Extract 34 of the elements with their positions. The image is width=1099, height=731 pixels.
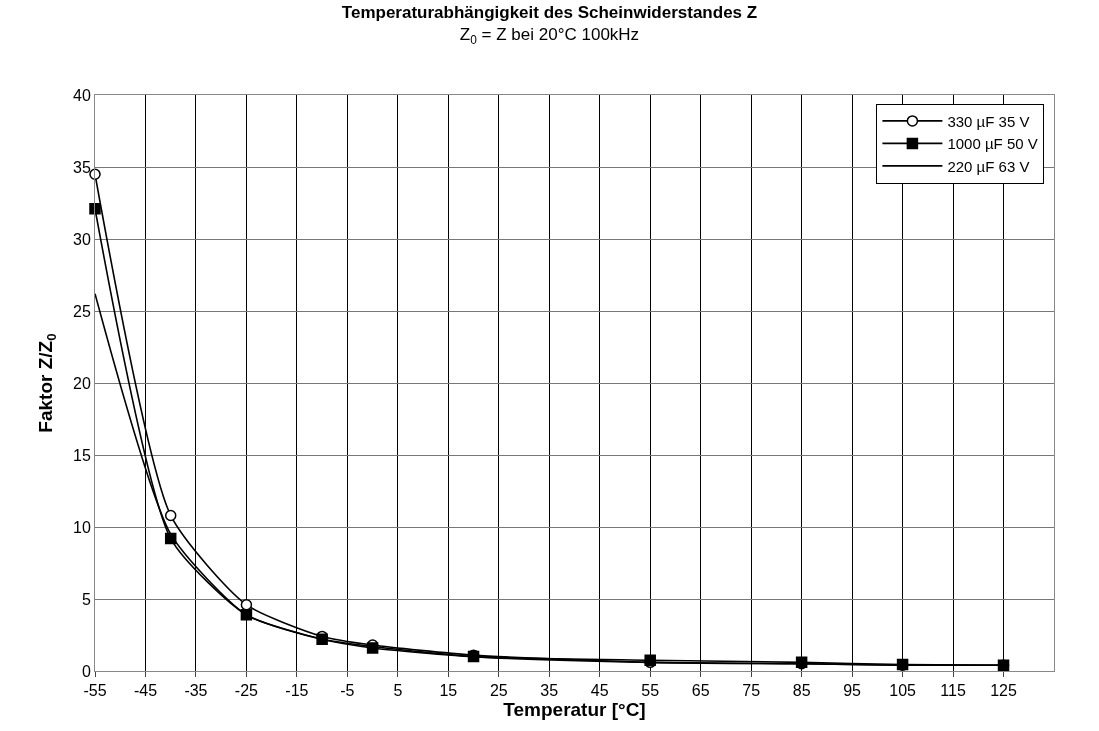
x-tick-label: 105 <box>889 682 917 700</box>
x-tick-label: -35 <box>184 682 208 700</box>
legend-label: 1000 µF 50 V <box>947 135 1038 153</box>
y-tick-label: 0 <box>81 662 91 680</box>
x-tick-label: -55 <box>83 682 107 700</box>
y-tick-label: 30 <box>73 230 91 248</box>
x-tick-label: 75 <box>742 682 761 700</box>
x-tick-label: 125 <box>990 682 1017 700</box>
y-tick-label: 25 <box>73 302 91 320</box>
y-tick-label: 10 <box>73 518 91 536</box>
x-tick-label: -25 <box>234 682 259 700</box>
legend-label: 330 µF 35 V <box>947 112 1030 130</box>
x-tick-label: 45 <box>590 682 609 700</box>
x-tick-label: 95 <box>843 682 862 700</box>
chart-subtitle: Z$_{0}$ = Z bei 20°C 100kHz <box>459 25 640 47</box>
y-tick-label: 40 <box>73 86 91 104</box>
x-tick-label: 65 <box>691 682 710 700</box>
x-tick-label: 25 <box>489 682 508 700</box>
x-axis-title: Temperatur [°C] <box>503 699 646 721</box>
x-tick-label: 85 <box>792 682 811 700</box>
x-tick-label: 35 <box>540 682 559 700</box>
x-tick-label: 115 <box>940 682 966 700</box>
x-tick-label: 55 <box>641 682 660 700</box>
y-tick-label: 5 <box>81 590 91 608</box>
y-tick-label: 15 <box>73 446 91 464</box>
y-tick-label: 35 <box>73 158 91 176</box>
legend-label: 220 µF 63 V <box>947 157 1030 175</box>
x-tick-label: -15 <box>285 682 309 700</box>
x-tick-label: 15 <box>439 682 458 700</box>
x-tick-label: 5 <box>393 682 403 700</box>
x-tick-label: -45 <box>133 682 158 700</box>
x-tick-label: -5 <box>340 682 355 700</box>
chart-title: Temperaturabhängigkeit des Scheinwiderstandes Z <box>341 3 758 23</box>
y-tick-label: 20 <box>73 374 91 392</box>
